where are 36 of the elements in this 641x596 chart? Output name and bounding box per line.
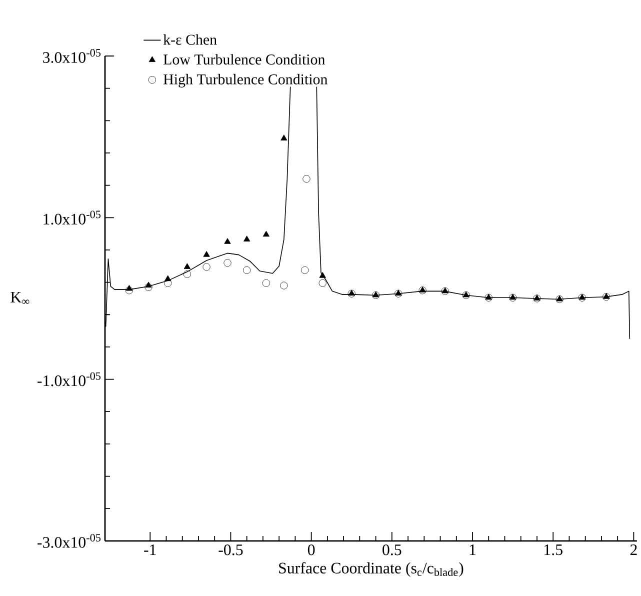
point <box>262 230 270 237</box>
point <box>224 238 231 244</box>
y-tick-label: -1.0x10$^{-05}$ <box>38 372 101 386</box>
y-tick-label: -3.0x10$^{-05}$ <box>38 534 101 548</box>
legend-label: High Turbulence Condition <box>164 74 328 88</box>
x-tick-label: 1 <box>470 544 476 555</box>
point <box>224 259 232 267</box>
y-tick-label: 3.0x10$^{-05}$ <box>43 49 101 63</box>
x-tick-label: 0.5 <box>382 544 402 556</box>
y-axis-title: K$_{∞}$ <box>10 292 30 304</box>
x-tick-label: -0.5 <box>218 544 243 556</box>
point <box>319 272 326 278</box>
point <box>183 270 191 278</box>
point <box>125 286 133 294</box>
point <box>244 236 250 242</box>
point <box>203 251 210 257</box>
point <box>318 279 326 287</box>
legend-label: k-ε Chen <box>163 34 217 45</box>
point <box>126 285 132 291</box>
point <box>184 263 190 269</box>
x-tick-label: 1.5 <box>544 544 562 556</box>
y-tick-label: 1.0x10$^{-05}$ <box>44 210 101 225</box>
x-tick-label: 2 <box>630 544 637 556</box>
point <box>301 266 309 274</box>
point <box>144 283 152 291</box>
point <box>280 282 288 290</box>
point <box>145 282 152 288</box>
x-tick-label: 0 <box>308 544 315 556</box>
x-axis-title: Surface Coordinate (s$_{c}$/c$_{blade}$) <box>279 562 464 577</box>
point <box>280 134 288 140</box>
point <box>202 263 210 271</box>
point <box>243 266 251 274</box>
legend-label: Low Turbulence Condition <box>164 54 326 65</box>
point <box>302 175 310 183</box>
point <box>262 279 270 287</box>
x-tick-label: -1 <box>144 544 156 555</box>
